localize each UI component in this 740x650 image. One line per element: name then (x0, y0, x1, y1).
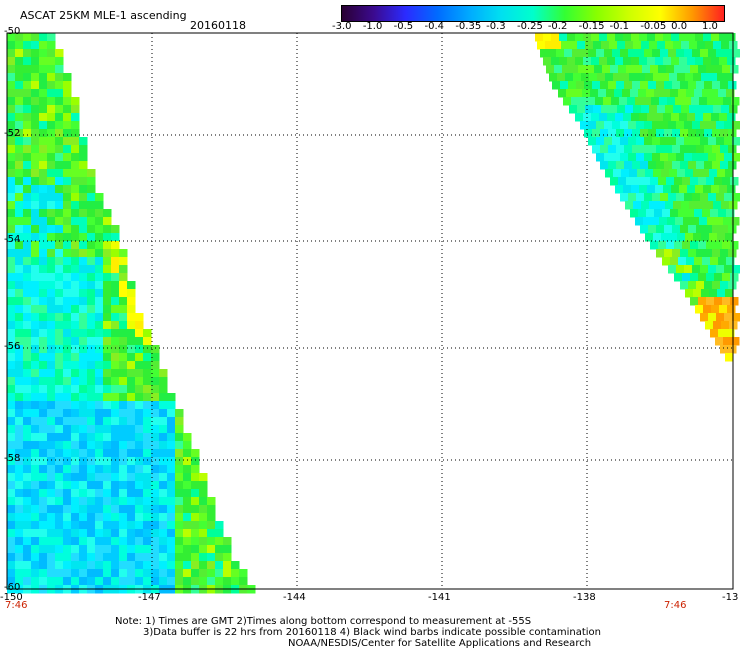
lon-tick-label: -141 (428, 592, 451, 603)
colorbar (341, 5, 725, 22)
note-line-2: 3)Data buffer is 22 hrs from 20160118 4)… (143, 627, 601, 638)
note-line-3: NOAA/NESDIS/Center for Satellite Applica… (288, 638, 592, 649)
time-label-right: 7:46 (664, 600, 687, 611)
colorbar-tick-label: -0.3 (486, 21, 506, 32)
colorbar-labels: -3.0 -1.0 -0.5 -0.4 -0.35 -0.3 -0.25 -0.2 -0.15-… (330, 21, 730, 35)
lat-tick-label: -50 (4, 26, 21, 37)
colorbar-tick-label: -0.25 (517, 21, 543, 32)
colorbar-tick-label: -3.0 (332, 21, 352, 32)
lon-tick-label: -13 (722, 592, 739, 603)
colorbar-tick-label: 1.0 (702, 21, 718, 32)
lat-tick-label: -58 (4, 453, 21, 464)
colorbar-tick-label: -0.1 (609, 21, 630, 32)
note-line-1: Note: 1) Times are GMT 2)Times along bot… (115, 616, 532, 627)
colorbar-tick-label: -0.5 (393, 21, 414, 32)
colorbar-tick-label: -0.35 (455, 21, 482, 32)
lon-tick-label: -147 (138, 592, 161, 603)
colorbar-tick-label: -1.0 (362, 21, 383, 32)
colorbar-tick-label: 0.0 (671, 21, 688, 32)
colorbar-tick-label: -0.15 (578, 21, 605, 32)
colorbar-tick-label: -0.4 (424, 21, 445, 32)
lat-tick-label: -54 (4, 234, 21, 245)
lon-tick-label: -144 (283, 592, 306, 603)
product-date: 20160118 (190, 19, 246, 32)
lon-tick-label: -138 (573, 592, 596, 603)
colorbar-tick-label: -0.05 (640, 21, 667, 32)
colorbar-tick-label: -0.2 (547, 21, 568, 32)
lon-tick-label: -150 (0, 592, 23, 603)
lat-tick-label: -60 (4, 582, 21, 593)
lat-tick-label: -52 (4, 128, 21, 139)
swath-layer (7, 33, 740, 594)
product-title: ASCAT 25KM MLE-1 ascending (20, 9, 187, 22)
lat-tick-label: -56 (4, 341, 21, 352)
grid-layer (7, 33, 733, 589)
time-label-left: 7:46 (5, 600, 28, 611)
plot-frame (6, 32, 734, 590)
